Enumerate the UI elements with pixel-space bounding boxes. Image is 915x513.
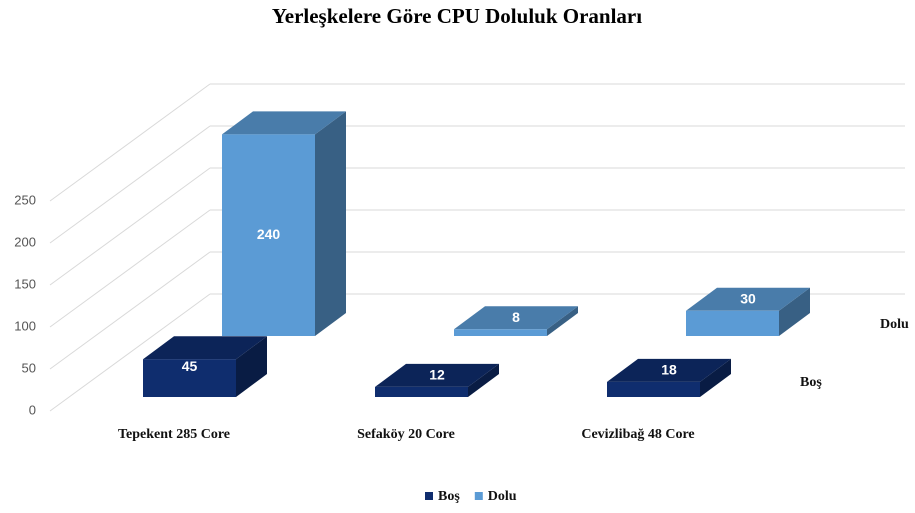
bar-top <box>143 336 267 360</box>
y-tick-label: 250 <box>14 192 36 207</box>
data-label: 30 <box>740 291 756 307</box>
depth-label: Dolu <box>880 317 909 332</box>
grid-line <box>49 83 211 202</box>
bar-side <box>700 358 731 397</box>
bar-top <box>375 363 499 387</box>
y-tick-label: 200 <box>14 234 36 249</box>
grid-line <box>49 167 211 286</box>
grid-line <box>49 125 211 244</box>
bar-side <box>779 287 810 336</box>
x-tick-label: Cevizlibağ 48 Core <box>581 427 694 442</box>
grid-line <box>49 293 211 412</box>
data-label: 18 <box>661 362 677 378</box>
bar-side <box>315 111 346 337</box>
depth-label: Boş <box>800 375 822 390</box>
x-tick-label: Sefaköy 20 Core <box>357 427 455 442</box>
y-tick-label: 50 <box>22 360 36 375</box>
chart-title: Yerleşkelere Göre CPU Doluluk Oranları <box>272 4 642 28</box>
legend-swatch <box>474 492 483 500</box>
grid-line <box>49 251 211 370</box>
bar-top <box>222 111 346 135</box>
legend-label: Boş <box>438 489 460 504</box>
legend-swatch <box>425 492 433 500</box>
bar <box>686 310 779 336</box>
grid-line <box>49 209 211 328</box>
x-tick-label: Tepekent 285 Core <box>118 427 230 442</box>
bar-side <box>468 363 499 397</box>
data-label: 240 <box>257 226 281 242</box>
bar <box>607 381 700 397</box>
bar <box>375 386 468 397</box>
legend-label: Dolu <box>488 489 517 504</box>
bar-side <box>236 336 267 397</box>
bar <box>143 359 236 397</box>
bar <box>222 134 315 336</box>
data-label: 45 <box>182 358 198 374</box>
bar-side <box>547 306 578 336</box>
y-tick-label: 0 <box>29 402 36 417</box>
bar <box>454 329 547 336</box>
data-label: 12 <box>429 367 445 383</box>
bar-top <box>607 358 731 382</box>
y-tick-label: 100 <box>14 318 36 333</box>
y-tick-label: 150 <box>14 276 36 291</box>
bar-top <box>454 306 578 330</box>
data-label: 8 <box>512 309 520 325</box>
bar-top <box>686 287 810 311</box>
